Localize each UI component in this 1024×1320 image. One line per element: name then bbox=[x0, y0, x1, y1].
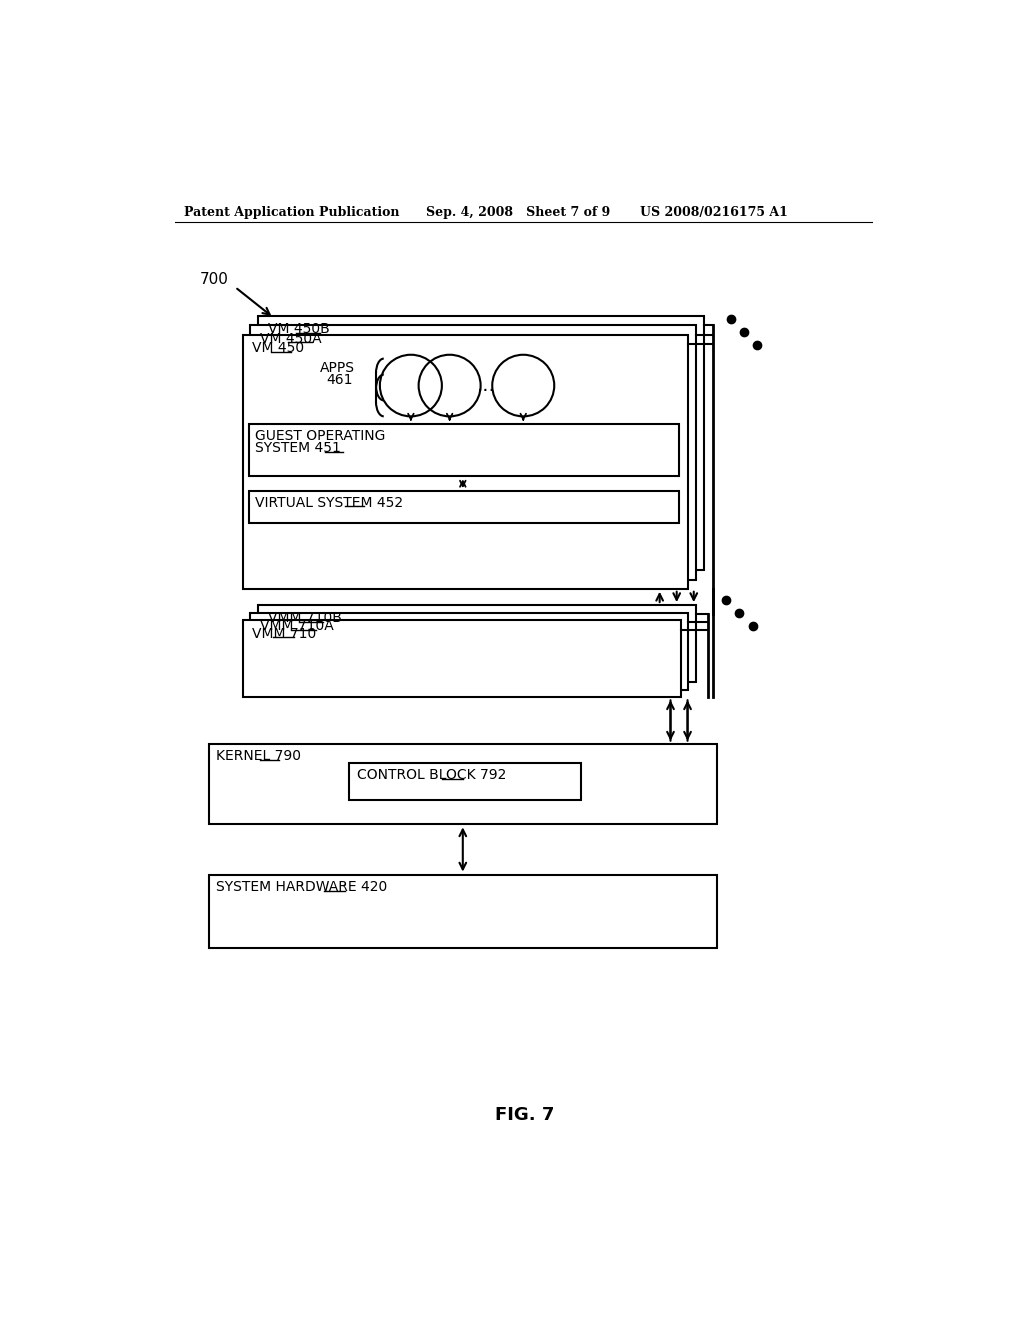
Bar bbox=[258, 605, 696, 682]
Text: VM 450A: VM 450A bbox=[260, 331, 322, 346]
Text: VMM 710A: VMM 710A bbox=[260, 619, 334, 632]
Text: CONTROL BLOCK 792: CONTROL BLOCK 792 bbox=[356, 768, 506, 783]
Bar bbox=[243, 620, 681, 697]
Text: ...: ... bbox=[477, 376, 496, 395]
Text: VMM 710: VMM 710 bbox=[252, 627, 316, 640]
Text: 461: 461 bbox=[327, 374, 353, 387]
Bar bbox=[209, 743, 717, 825]
Text: KERNEL 790: KERNEL 790 bbox=[216, 748, 301, 763]
Text: 700: 700 bbox=[200, 272, 229, 288]
Bar bbox=[243, 335, 688, 589]
Text: VIRTUAL SYSTEM 452: VIRTUAL SYSTEM 452 bbox=[255, 496, 403, 510]
Text: VM 450: VM 450 bbox=[252, 341, 304, 355]
Text: US 2008/0216175 A1: US 2008/0216175 A1 bbox=[640, 206, 787, 219]
Bar bbox=[251, 612, 688, 689]
Bar bbox=[249, 424, 679, 477]
Text: Patent Application Publication: Patent Application Publication bbox=[183, 206, 399, 219]
Text: FIG. 7: FIG. 7 bbox=[496, 1106, 554, 1123]
Text: APPS: APPS bbox=[321, 360, 355, 375]
Bar bbox=[349, 763, 582, 800]
Bar bbox=[258, 317, 703, 570]
Text: SYSTEM 451: SYSTEM 451 bbox=[255, 441, 341, 455]
Text: VMM 710B: VMM 710B bbox=[267, 611, 341, 626]
Text: SYSTEM HARDWARE 420: SYSTEM HARDWARE 420 bbox=[216, 880, 387, 894]
Text: VM 450B: VM 450B bbox=[267, 322, 330, 337]
Bar bbox=[251, 326, 696, 579]
Text: GUEST OPERATING: GUEST OPERATING bbox=[255, 429, 385, 442]
Bar bbox=[209, 875, 717, 948]
Text: Sep. 4, 2008   Sheet 7 of 9: Sep. 4, 2008 Sheet 7 of 9 bbox=[426, 206, 610, 219]
Bar bbox=[249, 491, 679, 524]
